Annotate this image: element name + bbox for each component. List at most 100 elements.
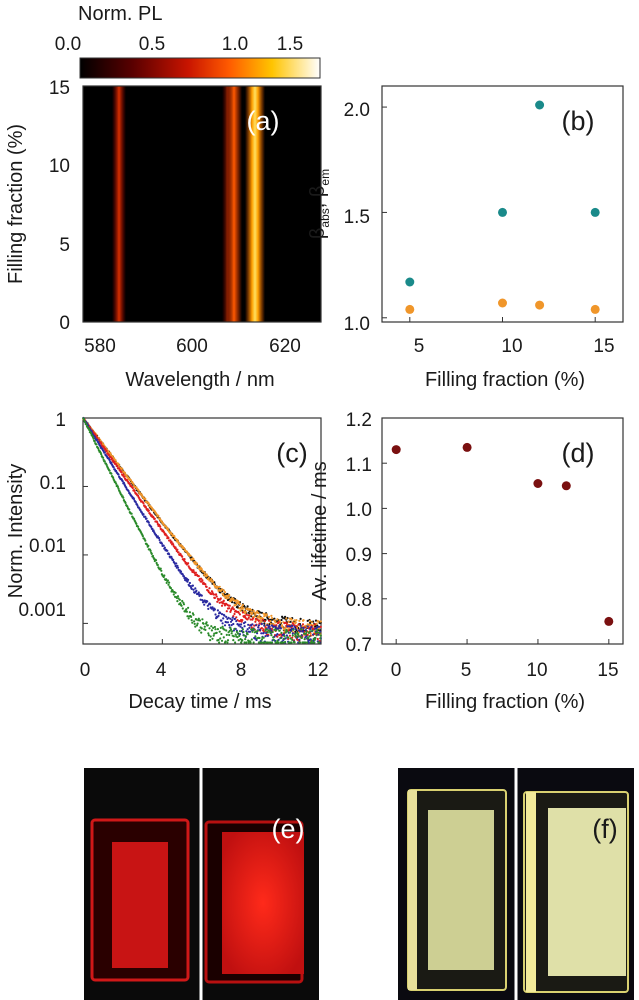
data-point: [318, 631, 321, 635]
y-axis-label: Filling fraction (%): [5, 124, 27, 284]
data-point: [193, 620, 196, 623]
data-point: [257, 611, 260, 615]
data-point: [317, 620, 320, 624]
data-point: [319, 625, 322, 629]
data-point: [234, 641, 237, 644]
data-point: [205, 621, 208, 624]
y-tick: 15: [49, 78, 70, 99]
data-point: [260, 638, 263, 641]
data-point: [238, 633, 241, 636]
data-point: [263, 622, 266, 625]
data-point: [229, 617, 232, 620]
data-point: [297, 623, 300, 626]
data-point: [95, 443, 98, 446]
sample-film: [428, 810, 494, 970]
data-point: [220, 639, 224, 642]
data-point: [269, 622, 272, 625]
data-point: [263, 641, 266, 644]
sample-film: [222, 832, 304, 974]
data-point: [203, 603, 206, 606]
data-point: [155, 561, 158, 565]
data-point: [112, 466, 115, 469]
data-point: [156, 563, 159, 567]
data-point: [203, 625, 206, 628]
data-point: [192, 588, 195, 591]
data-point: [220, 588, 224, 591]
data-point: [176, 538, 179, 542]
data-point: [232, 629, 235, 632]
data-point: [113, 460, 116, 463]
x-tick: 580: [84, 336, 116, 357]
data-point: [210, 625, 213, 628]
data-point: [299, 617, 302, 621]
data-point: [228, 594, 231, 597]
data-point: [291, 634, 294, 637]
y-tick: 2.0: [344, 100, 370, 121]
data-point: [302, 641, 305, 644]
x-axis-label: Filling fraction (%): [425, 691, 585, 713]
data-point: [316, 631, 319, 634]
data-point: [270, 629, 273, 632]
data-point: [212, 580, 215, 583]
data-point: [101, 456, 105, 459]
data-point: [226, 621, 230, 624]
data-point: [310, 641, 313, 644]
data-point: [254, 624, 257, 627]
data-point: [312, 633, 315, 636]
data-point: [267, 619, 271, 622]
data-point: [285, 630, 288, 633]
data-point: [295, 636, 298, 639]
data-point: [237, 632, 240, 635]
data-point: [204, 583, 207, 586]
data-point: [235, 620, 238, 623]
data-point: [186, 615, 189, 618]
data-point: [212, 626, 215, 630]
x-tick: 8: [236, 660, 247, 681]
data-point: [194, 587, 197, 590]
data-point: [187, 578, 190, 582]
data-point: [233, 627, 236, 630]
data-point: [273, 617, 276, 620]
data-point: [123, 472, 127, 475]
sample-edge-glow: [526, 792, 536, 992]
data-point: [293, 619, 296, 622]
data-point: [159, 525, 162, 528]
data-point: [265, 628, 268, 631]
data-point: [251, 623, 254, 626]
data-point: [224, 640, 227, 643]
data-point: [219, 597, 222, 600]
panel-label: (c): [276, 438, 307, 468]
data-point: [305, 630, 308, 634]
data-point: [196, 622, 199, 625]
data-point: [195, 589, 198, 592]
x-tick: 15: [593, 336, 614, 357]
data-point: [260, 632, 263, 635]
data-point: [213, 608, 216, 611]
data-point: [132, 482, 135, 485]
data-point: [284, 615, 287, 618]
data-point: [156, 521, 159, 524]
panel-a: (a) 0 5 10 15 580 600 620 Wavelength / n…: [5, 78, 322, 391]
data-point: [218, 630, 221, 633]
x-tick: 5: [414, 336, 425, 357]
data-point: [253, 624, 256, 627]
data-point: [309, 619, 312, 622]
data-point: [96, 436, 99, 439]
heatmap-band-616: [245, 86, 265, 322]
data-point: [108, 459, 111, 462]
data-point: [200, 631, 203, 634]
data-point: [259, 611, 262, 614]
panel-c: (c) 1 0.1 0.01 0.001 0 4 8 12 Decay time…: [5, 410, 329, 713]
data-point: [177, 551, 180, 554]
data-point: [175, 562, 178, 565]
data-point: [238, 634, 241, 638]
data-point: [237, 611, 240, 614]
data-point: [120, 493, 123, 496]
data-point: [315, 622, 318, 625]
data-point: [88, 428, 91, 432]
data-point: [200, 627, 203, 630]
data-point: [217, 638, 220, 642]
data-point: [144, 497, 147, 501]
data-point: [260, 620, 263, 623]
data-point: [269, 627, 272, 630]
